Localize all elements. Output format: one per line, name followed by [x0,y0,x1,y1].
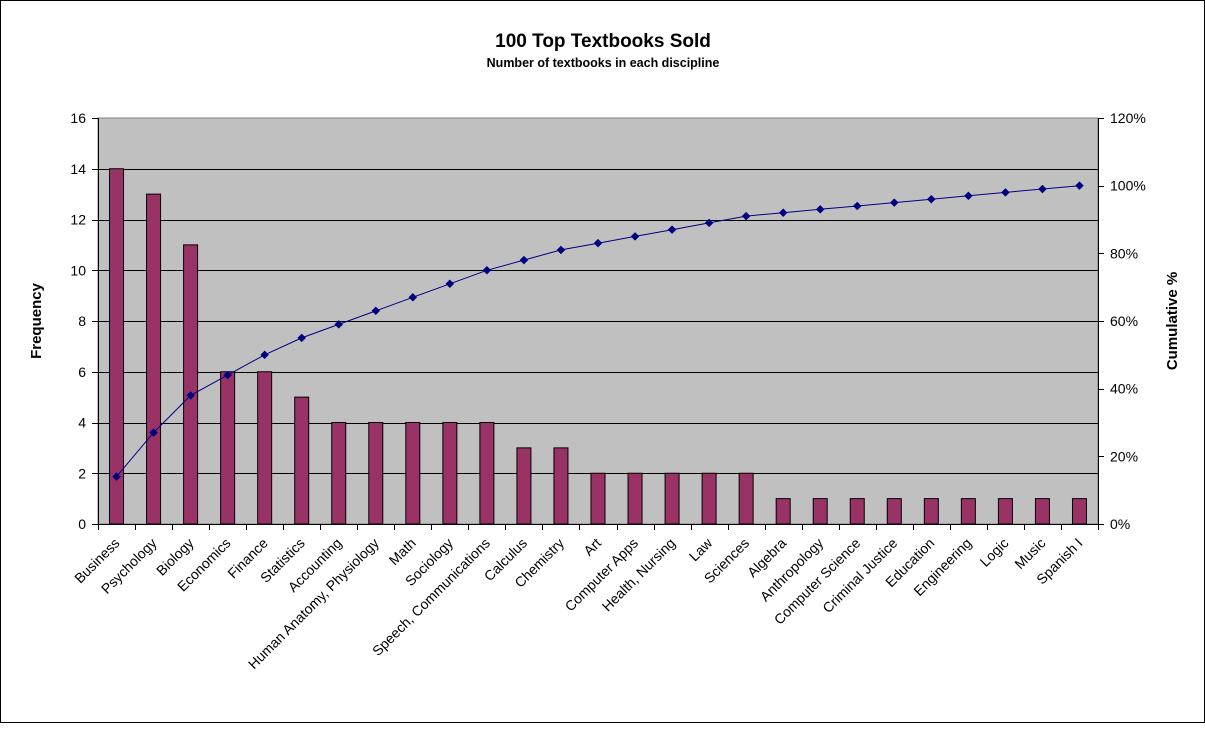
cumulative-point [445,279,455,289]
y-tick-label: 10 [70,262,86,278]
y2-tick-label: 0% [1110,516,1130,532]
bar [812,498,828,525]
cumulative-point [519,255,529,265]
cumulative-point [482,265,492,275]
bar [183,244,199,525]
y2-tick-label: 40% [1110,381,1138,397]
cumulative-point [297,333,307,343]
bar [997,498,1013,525]
cumulative-point [704,218,714,228]
x-axis-labels: BusinessPsychologyBiologyEconomicsFinanc… [71,534,1085,672]
cumulative-point [593,238,603,248]
bar [553,447,569,525]
x-category-label: Logic [977,535,1012,570]
y-tick-label: 14 [70,161,86,177]
axes [92,118,1104,530]
bar [775,498,791,525]
y-tick-label: 12 [70,212,86,228]
bar [331,422,347,525]
bar [701,472,717,525]
cumulative-point [371,306,381,316]
cumulative-point [260,350,270,360]
y-tick-label: 2 [78,465,86,481]
cumulative-point [926,194,936,204]
bar [479,422,495,525]
bar [1034,498,1050,525]
y2-tick-label: 80% [1110,245,1138,261]
x-category-label: Art [580,535,604,559]
cumulative-point [223,370,232,380]
y2-tick-label: 60% [1110,313,1138,329]
cumulative-point [408,292,418,302]
bar [738,472,754,525]
cumulative-point [667,225,677,235]
bar [257,371,273,525]
bar [405,422,421,525]
y2-tick-label: 100% [1110,178,1146,194]
bar [590,472,606,525]
y-tick-label: 6 [78,364,86,380]
bar [886,498,902,525]
bar [923,498,939,525]
chart-title: 100 Top Textbooks Sold [495,31,711,52]
cumulative-point [815,204,825,214]
cumulative-point [852,201,862,211]
bar [442,422,458,525]
cumulative-point [741,211,751,221]
bar [627,472,643,525]
cumulative-point [1075,181,1084,191]
y2-tick-label: 20% [1110,448,1138,464]
chart-subtitle: Number of textbooks in each discipline [487,56,720,70]
bar [1071,498,1087,525]
cumulative-point [186,391,195,400]
y-tick-label: 8 [78,313,86,329]
y-axis-title: Frequency [28,282,45,359]
x-category-label: Math [386,535,419,568]
y2-axis-title: Cumulative % [1164,272,1181,370]
bar [368,422,384,525]
y2-tick-label: 120% [1110,110,1146,126]
y2-axis-ticks: 0% 20% 40% 60% 80% 100% 120% [1110,110,1146,532]
bar [960,498,976,525]
cumulative-point [149,428,158,438]
cumulative-point [1038,184,1047,194]
cumulative-line-series [112,181,1084,481]
cumulative-point [1001,188,1010,197]
bar [220,371,236,525]
cumulative-point [334,320,344,329]
bar [146,193,162,525]
bar [516,447,532,525]
bar [294,396,310,525]
y-tick-label: 4 [78,415,86,431]
cumulative-point [112,472,121,481]
cumulative-point [556,245,566,255]
cumulative-point [889,198,899,207]
bar [664,472,680,525]
cumulative-point [630,232,640,241]
cumulative-point [964,191,973,201]
y-tick-label: 16 [70,110,86,126]
y-tick-label: 0 [78,516,86,532]
cumulative-point [778,208,788,218]
bar [849,498,865,525]
y-axis-ticks: 0 2 4 6 8 10 12 14 16 [70,110,86,532]
x-category-label: Law [686,534,716,564]
